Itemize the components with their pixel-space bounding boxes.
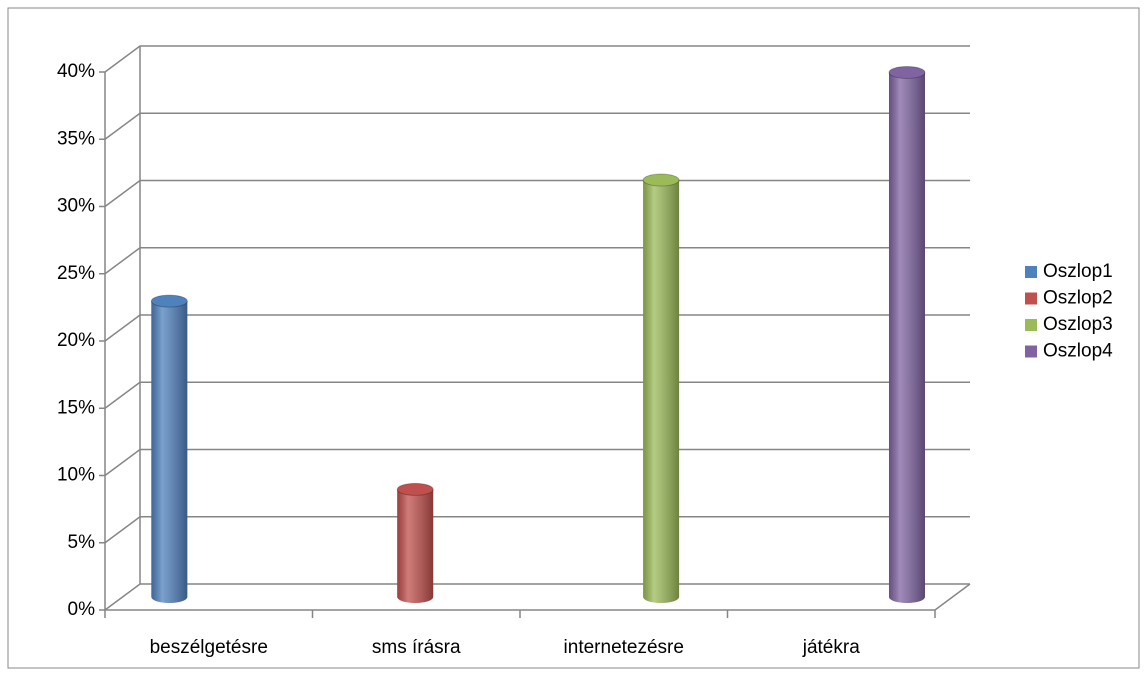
legend-swatch <box>1025 345 1037 358</box>
grid-line <box>104 314 970 342</box>
grid-line <box>104 179 970 208</box>
grid-line <box>104 583 970 611</box>
grid-line <box>104 516 970 544</box>
bar-top <box>396 482 434 496</box>
grid-line <box>104 112 970 140</box>
grid-line <box>104 381 970 409</box>
bar-shade <box>151 301 188 603</box>
bar-top <box>150 294 188 308</box>
x-tick-label: beszélgetésre <box>150 637 268 658</box>
y-tick-label: 40% <box>57 61 95 82</box>
legend-label: Oszlop3 <box>1043 314 1113 335</box>
legend-label: Oszlop4 <box>1043 341 1113 362</box>
y-tick-label: 35% <box>57 128 95 149</box>
bar-shade <box>888 72 925 603</box>
y-tick-label: 5% <box>68 532 96 553</box>
grid-line <box>104 448 970 477</box>
grid-line <box>104 45 970 73</box>
legend-swatch <box>1025 266 1037 278</box>
y-tick-label: 15% <box>57 397 95 418</box>
bar-top <box>642 173 680 187</box>
y-tick-label: 10% <box>57 465 95 486</box>
legend-swatch <box>1025 319 1037 331</box>
y-tick-label: 30% <box>57 196 95 217</box>
x-tick-label: játékra <box>802 637 860 658</box>
chart-border <box>7 7 1140 669</box>
grid-line <box>104 247 970 275</box>
bar-top <box>888 65 926 79</box>
legend-swatch <box>1025 292 1037 305</box>
y-tick-label: 20% <box>57 330 95 351</box>
bar-shade <box>397 489 434 603</box>
y-tick-label: 25% <box>57 263 95 284</box>
y-tick-label: 0% <box>68 599 96 620</box>
x-tick-label: sms írásra <box>372 637 461 658</box>
x-tick-label: internetezésre <box>564 637 684 658</box>
legend-label: Oszlop2 <box>1043 288 1113 309</box>
legend-label: Oszlop1 <box>1043 261 1113 282</box>
bar-shade <box>643 180 680 604</box>
